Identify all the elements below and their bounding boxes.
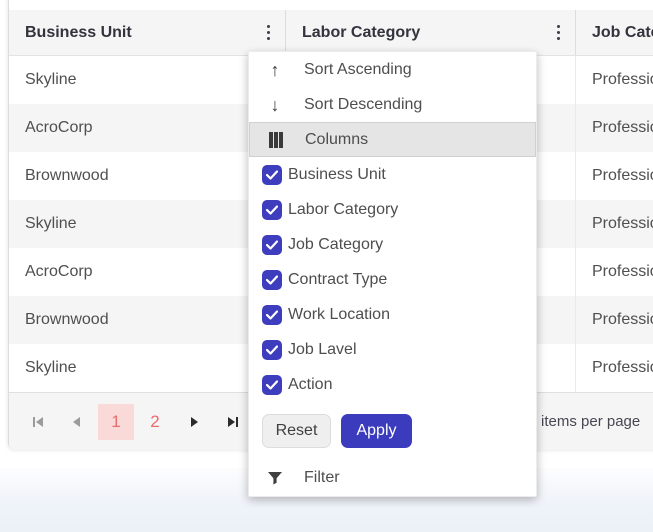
checked-checkbox-icon[interactable] (262, 199, 282, 220)
sort-descending-label: Sort Descending (304, 95, 423, 113)
checkbox-label: Business Unit (288, 165, 386, 183)
checked-checkbox-icon[interactable] (262, 234, 282, 255)
cell-labor-category (286, 200, 576, 248)
cell-labor-category (286, 152, 576, 200)
cell-business-unit: AcroCorp (9, 248, 286, 296)
checked-checkbox-icon[interactable] (262, 164, 282, 185)
page-button-1[interactable]: 1 (98, 403, 134, 440)
reset-button[interactable]: Reset (262, 414, 331, 448)
filter-funnel-icon (268, 471, 282, 484)
column-header-job-category: Job Category (576, 10, 653, 55)
column-header-label: Labor Category (302, 23, 421, 41)
column-checkbox-labor-category[interactable]: Labor Category (249, 192, 536, 227)
filter-menu-item[interactable]: Filter (249, 461, 536, 494)
column-header-business-unit: Business Unit (9, 10, 286, 55)
apply-button[interactable]: Apply (341, 414, 412, 448)
first-page-icon (33, 416, 43, 427)
cell-labor-category (286, 344, 576, 392)
last-page-icon (228, 416, 238, 427)
menu-actions: Reset Apply (262, 414, 536, 448)
columns-icon (269, 131, 283, 148)
checked-checkbox-icon[interactable] (262, 374, 282, 395)
column-checkbox-contract-type[interactable]: Contract Type (249, 262, 536, 297)
cell-business-unit: Skyline (9, 200, 286, 248)
next-page-button[interactable] (176, 404, 212, 440)
checkbox-label: Labor Category (288, 200, 399, 218)
next-page-icon (191, 416, 198, 427)
first-page-button[interactable] (20, 404, 56, 440)
cell-business-unit: Skyline (9, 344, 286, 392)
cell-job-category: Professional (592, 167, 653, 184)
cell-business-unit: Brownwood (9, 296, 286, 344)
columns-menu-item[interactable]: Columns (249, 122, 536, 157)
page-button-2[interactable]: 2 (137, 404, 173, 440)
previous-page-icon (73, 416, 80, 427)
filter-label: Filter (304, 468, 340, 486)
checked-checkbox-icon[interactable] (262, 339, 282, 360)
cell-job-category: Professional (592, 263, 653, 280)
sort-ascending-icon: ↑ (270, 59, 280, 80)
table-row: Skyline Professional (9, 56, 653, 104)
items-per-page-label: items per page (541, 413, 641, 430)
column-checkbox-business-unit[interactable]: Business Unit (249, 157, 536, 192)
column-checkbox-job-lavel[interactable]: Job Lavel (249, 332, 536, 367)
column-menu-kebab-icon[interactable] (264, 21, 274, 45)
checkbox-label: Job Category (288, 235, 384, 253)
table-row: Skyline Professional (9, 344, 653, 392)
sort-descending-item[interactable]: ↓ Sort Descending (249, 87, 536, 122)
checkbox-label: Contract Type (288, 270, 388, 288)
cell-business-unit: Brownwood (9, 152, 286, 200)
column-header-label: Job Category (592, 23, 653, 41)
checkbox-label: Job Lavel (288, 340, 357, 358)
cell-labor-category (286, 296, 576, 344)
cell-labor-category (286, 56, 576, 104)
checked-checkbox-icon[interactable] (262, 269, 282, 290)
columns-label: Columns (305, 130, 369, 148)
column-header-labor-category: Labor Category (286, 10, 576, 55)
column-checkbox-work-location[interactable]: Work Location (249, 297, 536, 332)
column-checkbox-job-category[interactable]: Job Category (249, 227, 536, 262)
cell-labor-category (286, 248, 576, 296)
cell-job-category: Professional (592, 215, 653, 232)
checkbox-label: Work Location (288, 305, 390, 323)
column-checkbox-action[interactable]: Action (249, 367, 536, 402)
checked-checkbox-icon[interactable] (262, 304, 282, 325)
checkbox-label: Action (288, 375, 333, 393)
last-page-button[interactable] (215, 404, 251, 440)
column-menu-kebab-icon[interactable] (554, 21, 564, 45)
cell-job-category: Professional (592, 311, 653, 328)
cell-business-unit: Skyline (9, 56, 286, 104)
cell-job-category: Professional (592, 359, 653, 376)
cell-labor-category (286, 104, 576, 152)
cell-job-category: Professional (592, 119, 653, 136)
sort-descending-icon: ↓ (270, 94, 280, 115)
column-header-label: Business Unit (25, 23, 132, 41)
cell-job-category: Professional (592, 71, 653, 88)
column-menu-dropdown: ↑ Sort Ascending ↓ Sort Descending Colum… (248, 51, 537, 497)
sort-ascending-item[interactable]: ↑ Sort Ascending (249, 52, 536, 87)
sort-ascending-label: Sort Ascending (304, 60, 412, 78)
previous-page-button[interactable] (59, 404, 95, 440)
cell-business-unit: AcroCorp (9, 104, 286, 152)
table-header-row: Business Unit Labor Category Job Categor… (9, 10, 653, 56)
